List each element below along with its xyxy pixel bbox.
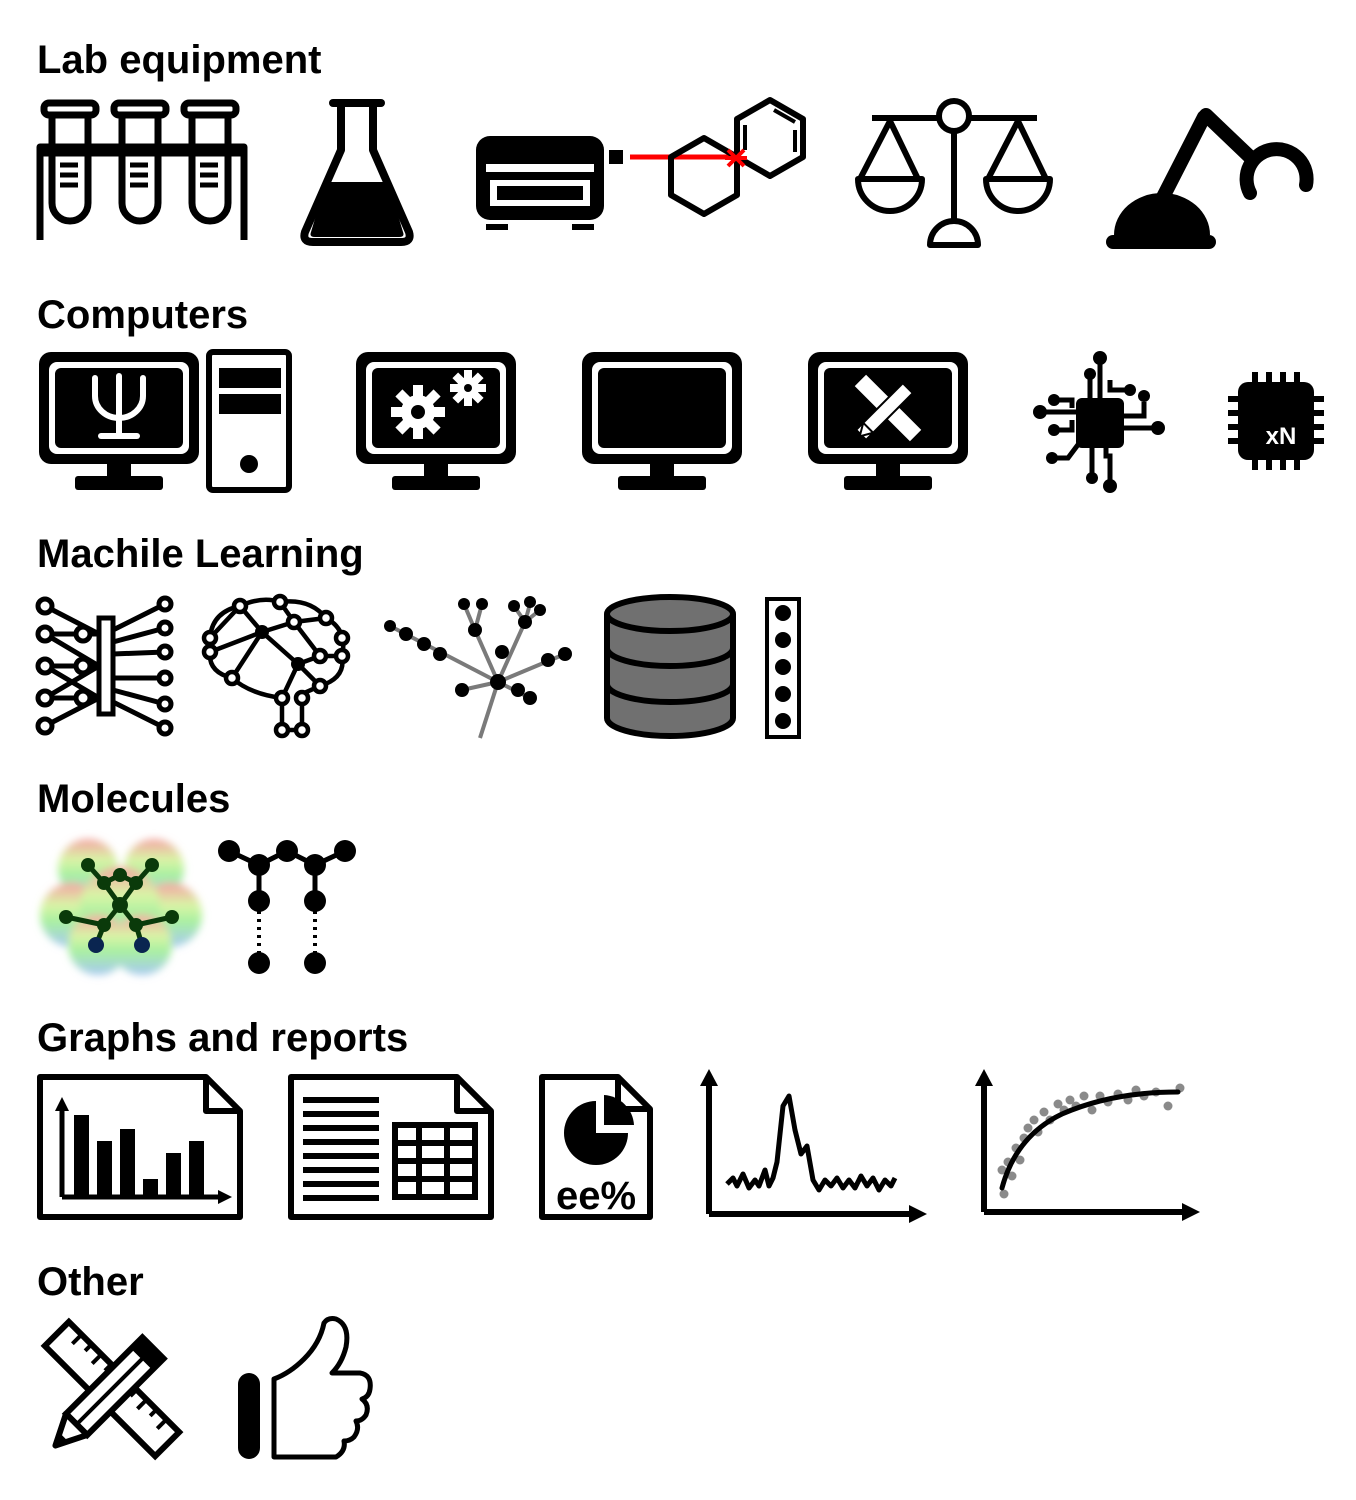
tree-graph-icon xyxy=(384,596,572,739)
vector-column-icon xyxy=(765,597,801,739)
psi-computer-tower-icon xyxy=(39,349,292,493)
electrostatic-molecule-icon xyxy=(40,839,202,975)
test-tubes-icon xyxy=(36,99,248,240)
laser-spectrometer-icon xyxy=(476,136,734,230)
cpu-xn-icon: xN xyxy=(1228,372,1324,470)
section-title-molecules: Molecules xyxy=(37,777,231,821)
thumbs-up-icon xyxy=(238,1316,373,1460)
gears-monitor-icon xyxy=(356,352,516,490)
circuit-chip-icon xyxy=(1033,351,1165,493)
database-icon xyxy=(604,594,736,739)
section-title-lab: Lab equipment xyxy=(37,38,322,82)
section-title-computers: Computers xyxy=(37,293,249,337)
bar-chart-document-icon xyxy=(37,1074,243,1220)
section-title-graphs: Graphs and reports xyxy=(37,1016,409,1060)
flask-icon xyxy=(300,99,414,246)
ee-percent-document-icon: ee% xyxy=(539,1074,653,1220)
ruler-pencil-icon xyxy=(40,1317,184,1461)
naphthalene-icon xyxy=(668,97,806,217)
ee-percent-label: ee% xyxy=(556,1174,636,1218)
spectrum-peak-icon xyxy=(700,1069,927,1223)
curve-fit-icon xyxy=(975,1069,1200,1221)
blank-monitor-icon xyxy=(582,352,742,490)
section-title-ml: Machile Learning xyxy=(37,532,364,576)
network-brain-icon xyxy=(201,593,351,739)
cpu-label: xN xyxy=(1266,423,1297,450)
section-title-other: Other xyxy=(37,1260,144,1304)
robot-arm-icon xyxy=(1106,108,1314,249)
molecular-graph-icon xyxy=(218,840,356,974)
neural-chip-icon xyxy=(35,595,174,737)
balance-scale-icon xyxy=(855,98,1053,248)
table-document-icon xyxy=(288,1074,494,1220)
design-monitor-icon xyxy=(808,352,968,490)
